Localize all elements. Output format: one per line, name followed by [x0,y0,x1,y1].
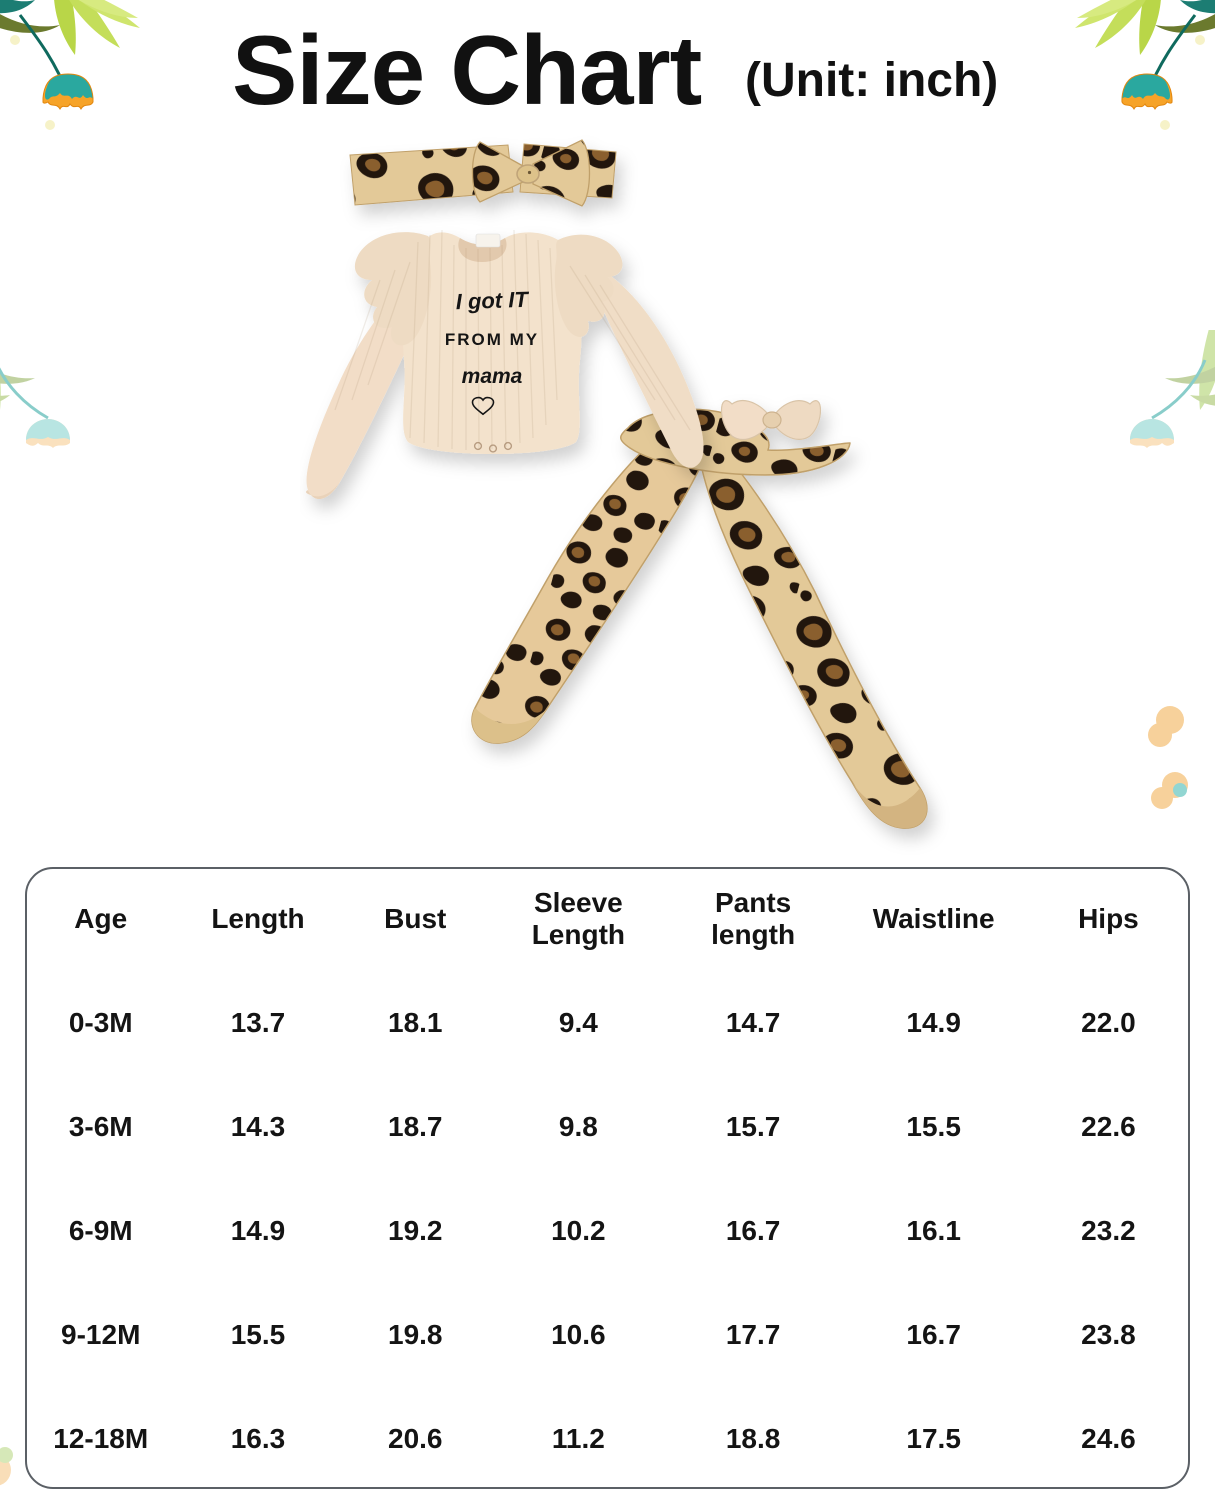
svg-text:I got IT: I got IT [455,287,529,315]
svg-text:FROM MY: FROM MY [445,330,539,349]
svg-text:mama: mama [462,365,523,388]
